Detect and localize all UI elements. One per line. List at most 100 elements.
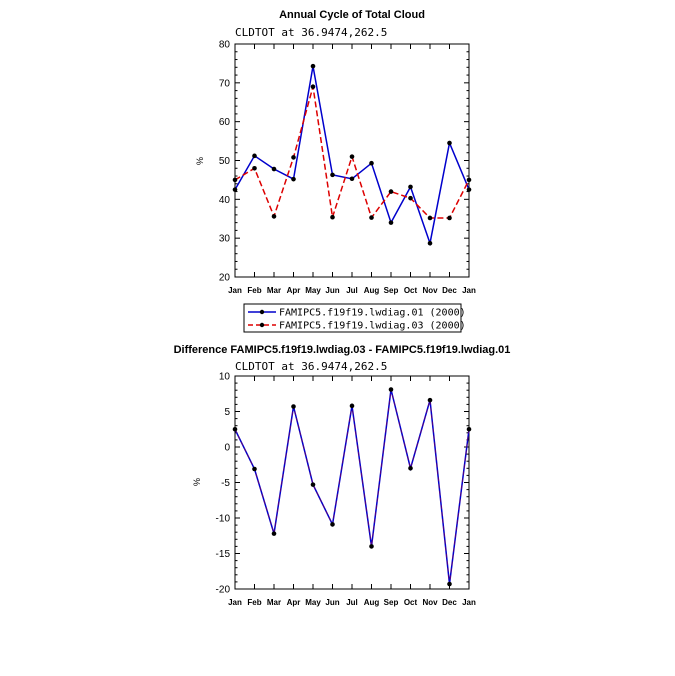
panel1-x-tick-label: Jan	[462, 286, 476, 295]
panel1-plot-frame	[234, 43, 470, 278]
panel2-x-tick-label: Nov	[422, 598, 438, 607]
legend-label-series-2: FAMIPC5.f19f19.lwdiag.03 (2000)	[279, 321, 466, 332]
panel1-series-2-point	[271, 214, 277, 219]
panel2-x-tick-label: Mar	[267, 598, 281, 607]
panel2-series-1-point	[232, 426, 238, 432]
panel2-y-tick-label: 5	[224, 407, 230, 418]
panel2-y-axis-label: %	[192, 478, 202, 486]
legend-box	[243, 303, 462, 333]
panel1-series-2-point	[252, 165, 257, 171]
panel2-series-line-1	[234, 389, 470, 585]
panel2-series-1-point	[466, 426, 472, 432]
panel-difference: Difference FAMIPC5.f19f19.lwdiag.03 - FA…	[174, 344, 511, 607]
panel1-series-2-point	[427, 215, 433, 221]
panel1-y-tick-label: 40	[219, 195, 231, 206]
panel1-series-1-point	[330, 172, 335, 178]
panel2-series-1-point	[388, 387, 394, 392]
panel2-x-tick-label: Sep	[384, 598, 399, 607]
panel1-series-2-point	[369, 215, 374, 220]
panel1-y-tick-label: 20	[219, 273, 231, 284]
panel1-y-tick-label: 60	[219, 117, 231, 128]
panel1-y-tick-label: 70	[219, 78, 231, 89]
panel1-series-1-point	[388, 220, 394, 225]
panel2-y-tick-label: 10	[219, 372, 231, 383]
panel2-x-tick-label: Jul	[346, 598, 358, 607]
panel1-series-line-2	[234, 86, 470, 220]
panel1-series-1-point	[349, 176, 355, 182]
legend-label-series-1: FAMIPC5.f19f19.lwdiag.01 (2000)	[279, 308, 466, 319]
panel1-x-tick-label: Apr	[287, 286, 301, 295]
panel1-x-tick-label: Sep	[384, 286, 399, 295]
panel1-y-axis-label: %	[195, 157, 205, 165]
panel1-series-1-point	[447, 140, 452, 146]
legend-marker-series-1	[259, 309, 265, 315]
panel2-x-tick-label: Feb	[247, 598, 261, 607]
panel1-series-1-point	[466, 187, 472, 192]
panel1-series-2-point	[388, 189, 394, 194]
panel2-axes: -20 -15 -10 -5 0 5 10 Jan Feb Mar Apr May Jun Jul Aug S…	[216, 372, 476, 608]
panel1-x-tick-label: May	[305, 286, 321, 295]
panel1-legend: FAMIPC5.f19f19.lwdiag.01 (2000) FAMIPC5.…	[243, 303, 466, 333]
panel2-title: Difference FAMIPC5.f19f19.lwdiag.03 - FA…	[174, 344, 511, 356]
panel2-y-tick-label: -15	[216, 549, 231, 560]
panel1-series-1-point	[427, 240, 433, 246]
panel1-series-2-point	[466, 177, 472, 183]
panel2-x-tick-label: Aug	[364, 598, 380, 607]
panel1-series-2-point	[291, 155, 296, 160]
panel2-series-1-point	[447, 581, 452, 587]
panel1-x-tick-label: Jul	[346, 286, 358, 295]
panel1-series-1-point	[252, 153, 257, 159]
panel2-series-1-point	[330, 522, 335, 527]
panel1-x-tick-label: Jan	[228, 286, 242, 295]
panel2-series-1-point	[252, 466, 257, 472]
panel1-y-tick-label: 30	[219, 234, 231, 245]
panel1-series	[232, 63, 472, 247]
panel2-x-tick-label: Jun	[325, 598, 339, 607]
panel2-series	[232, 387, 472, 587]
panel2-y-tick-label: -20	[216, 585, 231, 596]
panel1-axes: 20 30 40 50 60 70 80 Jan Feb Mar Apr May Jun Jul Aug Se…	[219, 40, 476, 296]
panel1-x-tick-label: Feb	[247, 286, 261, 295]
panel2-x-tick-label: Dec	[442, 598, 457, 607]
panel1-series-1-point	[271, 166, 277, 172]
panel1-series-1-point	[369, 160, 374, 166]
panel1-series-2-point	[232, 177, 238, 183]
panel1-subtitle: CLDTOT at 36.9474,262.5	[235, 26, 387, 39]
panel1-series-1-point	[232, 187, 238, 192]
panel1-y-tick-label: 50	[219, 156, 231, 167]
panel1-series-2-point	[447, 215, 452, 221]
panel1-series-1-point	[310, 63, 316, 69]
panel1-title: Annual Cycle of Total Cloud	[279, 9, 425, 21]
panel1-x-tick-label: Dec	[442, 286, 457, 295]
panel2-x-tick-label: Oct	[404, 598, 418, 607]
panel2-series-overlay	[234, 389, 470, 585]
panel1-series-2-point	[408, 195, 413, 201]
panel1-y-tick-label: 80	[219, 40, 231, 51]
panel2-series-1-point	[291, 404, 296, 409]
panel1-x-tick-label: Jun	[325, 286, 339, 295]
panel1-series-2-point	[330, 214, 335, 220]
panel2-y-tick-label: -10	[216, 514, 231, 525]
panel2-x-tick-label: Apr	[287, 598, 301, 607]
panel2-series-1-point	[427, 397, 433, 403]
panel2-subtitle: CLDTOT at 36.9474,262.5	[235, 360, 387, 373]
panel2-series-1-point	[271, 531, 277, 536]
legend-marker-series-2	[259, 322, 265, 328]
panel2-x-tick-label: Jan	[462, 598, 476, 607]
panel-annual-cycle: Annual Cycle of Total Cloud CLDTOT at 36…	[195, 9, 476, 333]
panel2-series-1-point	[408, 466, 413, 471]
panel2-x-tick-label: Jan	[228, 598, 242, 607]
panel1-x-tick-label: Mar	[267, 286, 281, 295]
panel1-x-tick-label: Nov	[422, 286, 438, 295]
panel2-series-1-point	[349, 403, 355, 409]
panel2-series-1-point	[369, 544, 374, 549]
panel2-series-1-point	[310, 482, 316, 487]
panel1-series-1-point	[408, 184, 413, 190]
panel1-x-tick-label: Oct	[404, 286, 418, 295]
panel1-series-2-point	[310, 84, 316, 90]
panel2-y-tick-label: 0	[224, 443, 230, 454]
panel1-series-2-point	[349, 154, 355, 159]
panel2-y-tick-label: -5	[221, 478, 230, 489]
panel1-x-tick-label: Aug	[364, 286, 380, 295]
